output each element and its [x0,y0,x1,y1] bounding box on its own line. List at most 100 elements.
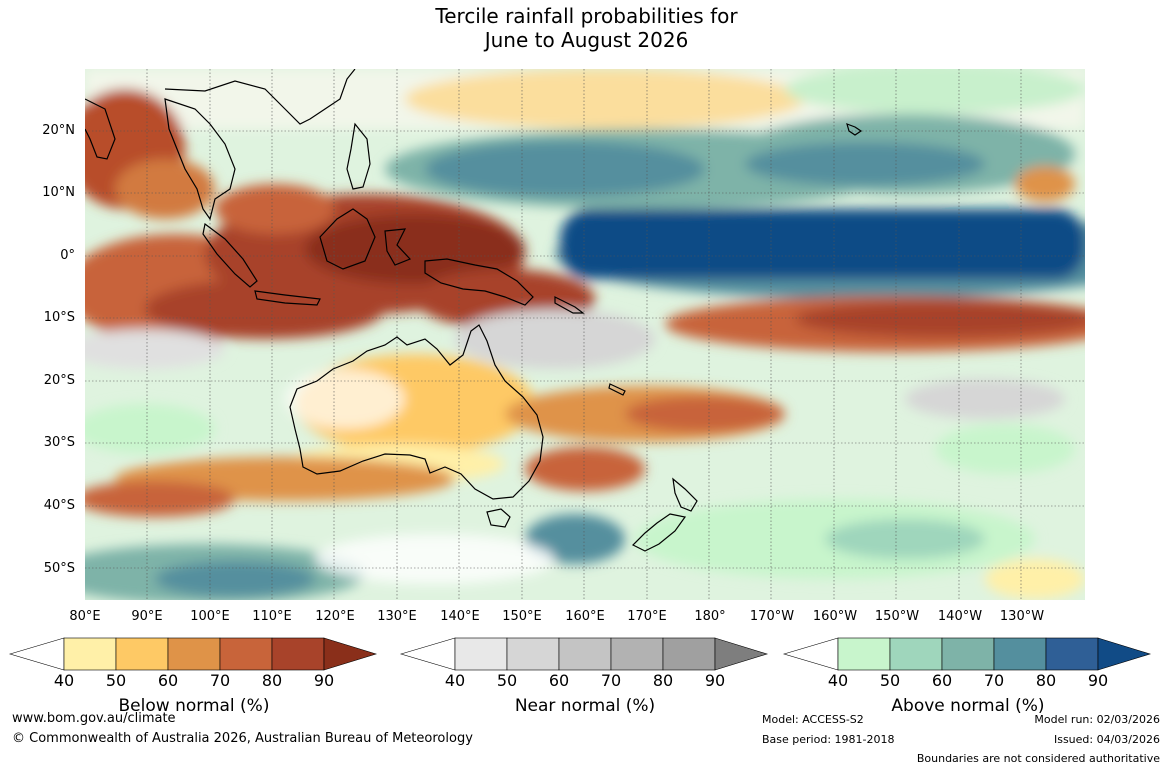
legend-below-tick-40: 40 [53,671,75,690]
legend-below-title: Below normal (%) [118,696,270,716]
lon-label-130w: 130°W [999,609,1045,624]
legend-above-title: Above normal (%) [891,696,1045,716]
lon-label-100e: 100°E [190,609,230,624]
legend-below-normal [8,637,378,672]
copyright-text: © Commonwealth of Australia 2026, Austra… [12,731,473,746]
swatch-below-0 [8,637,65,671]
swatch-above-1 [837,637,891,671]
swatch-above-3 [941,637,995,671]
legend-below-tick-90: 90 [313,671,335,690]
rainfall-probability-map [85,69,1085,600]
legend-near-tick-50: 50 [496,671,518,690]
philippines-coastline [346,122,371,190]
lat-label-30s: 30°S [43,435,75,450]
swatch-near-0 [399,637,456,671]
indochina-coastline [164,98,236,221]
legend-near-tick-60: 60 [548,671,570,690]
lon-label-150e: 150°E [502,609,542,624]
borneo-coastline [319,208,376,270]
legend-above-normal [782,637,1152,672]
lon-label-110e: 110°E [252,609,292,624]
new-zealand-south-coastline [631,513,687,552]
lon-label-140e: 140°E [440,609,480,624]
solomon-islands-coastline [554,296,585,314]
legend-above-tick-90: 90 [1087,671,1109,690]
base-period: Base period: 1981-2018 [762,733,895,746]
swatch-near-1 [454,637,508,671]
swatch-above-0 [782,637,839,671]
sumatra-coastline [202,222,258,288]
lon-label-160e: 160°E [565,609,605,624]
new-zealand-north-coastline [672,477,698,512]
swatch-below-1 [63,637,117,671]
lat-label-40s: 40°S [43,498,75,513]
new-caledonia-coastline [608,383,626,396]
legend-above-tick-60: 60 [931,671,953,690]
tasmania-coastline [486,508,511,528]
lon-label-170e: 170°E [627,609,667,624]
swatch-below-4 [219,637,273,671]
title-line-2: June to August 2026 [484,28,689,52]
swatch-below-3 [167,637,221,671]
india-coastline [85,98,116,160]
map-gridlines [85,69,1085,600]
legend-above-tick-50: 50 [879,671,901,690]
sulawesi-coastline [384,228,412,266]
australia-coastline [289,324,544,500]
swatch-near-5 [662,637,716,671]
legend-near-normal [399,637,769,672]
lat-label-10n: 10°N [42,185,75,200]
lat-label-20s: 20°S [43,373,75,388]
coastlines [85,69,863,552]
lat-label-10s: 10°S [43,310,75,325]
legend-near-tick-40: 40 [444,671,466,690]
title-line-1: Tercile rainfall probabilities for [435,4,738,28]
legend-below-tick-60: 60 [157,671,179,690]
legend-above-tick-80: 80 [1035,671,1057,690]
lon-label-120e: 120°E [315,609,355,624]
lon-label-170w: 170°W [749,609,795,624]
lon-label-80e: 80°E [69,609,101,624]
lon-label-180: 180° [694,609,726,624]
lon-label-150w: 150°W [874,609,920,624]
swatch-below-5 [271,637,325,671]
map-canvas [85,69,1085,600]
legend-below-tick-80: 80 [261,671,283,690]
legend-below-tick-70: 70 [209,671,231,690]
website-link[interactable]: www.bom.gov.au/climate [12,711,176,726]
swatch-below-6 [323,637,378,671]
lon-label-90e: 90°E [131,609,163,624]
swatch-above-6 [1097,637,1152,671]
legend-near-title: Near normal (%) [514,696,656,716]
swatch-above-4 [993,637,1047,671]
swatch-near-4 [610,637,664,671]
issued-date: Issued: 04/03/2026 [1053,733,1160,746]
lon-label-140w: 140°W [937,609,983,624]
legend-above-tick-70: 70 [983,671,1005,690]
boundaries-disclaimer: Boundaries are not considered authoritat… [916,752,1160,765]
legend-near-tick-90: 90 [704,671,726,690]
probability-field [85,69,1085,600]
legend-near-tick-80: 80 [652,671,674,690]
south-china-coastline [164,69,356,125]
swatch-above-5 [1045,637,1099,671]
swatch-above-2 [889,637,943,671]
swatch-below-2 [115,637,169,671]
model-name: Model: ACCESS-S2 [762,713,864,726]
lat-label-50s: 50°S [43,561,75,576]
legend-below-colorbar [8,637,378,671]
new-guinea-coastline [424,258,534,306]
legend-near-colorbar [399,637,769,671]
swatch-near-3 [558,637,612,671]
chart-title: Tercile rainfall probabilities for June … [0,4,1173,52]
legend-above-colorbar [782,637,1152,671]
legend-below-tick-50: 50 [105,671,127,690]
java-coastline [254,290,321,306]
legend-near-tick-70: 70 [600,671,622,690]
lon-label-130e: 130°E [377,609,417,624]
lat-label-0: 0° [60,248,75,263]
lat-label-20n: 20°N [42,123,75,138]
swatch-near-6 [714,637,769,671]
model-run-date: Model run: 02/03/2026 [1034,713,1160,726]
swatch-near-2 [506,637,560,671]
